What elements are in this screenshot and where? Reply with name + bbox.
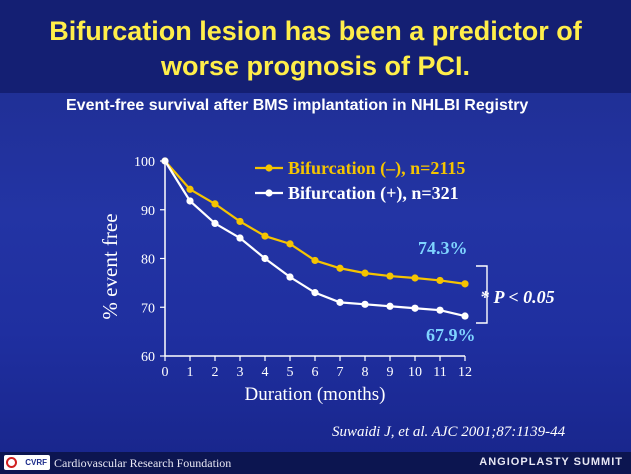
y-tick-label: 60 xyxy=(141,350,155,365)
series-2-point xyxy=(186,197,194,205)
y-tick-label: 70 xyxy=(141,301,155,316)
significance-bracket xyxy=(476,265,488,324)
series-1-point xyxy=(411,274,419,282)
chart-legend: Bifurcation (–), n=2115 Bifurcation (+), … xyxy=(255,158,465,204)
legend-entry: Bifurcation (+), n=321 xyxy=(288,183,459,204)
footer-event: ANGIOPLASTY SUMMIT xyxy=(479,456,623,468)
slide-title: Bifurcation lesion has been a predictor … xyxy=(0,14,631,84)
series-2-point xyxy=(286,273,294,281)
slide-title-line-1: Bifurcation lesion has been a predictor … xyxy=(49,16,582,46)
legend-swatch-marker xyxy=(265,189,273,197)
title-band: Bifurcation lesion has been a predictor … xyxy=(0,0,631,93)
chart-annotations: 74.3% 67.9%* P < 0.05 xyxy=(418,238,555,345)
series-2-point xyxy=(386,302,394,310)
y-tick-label: 100 xyxy=(134,155,155,170)
end-label-top: 74.3% xyxy=(418,238,468,258)
y-tick-label: 90 xyxy=(141,204,155,219)
x-axis-label: Duration (months) xyxy=(245,384,386,405)
legend-swatch-marker xyxy=(265,164,273,172)
end-label-bottom: 67.9% xyxy=(426,325,476,345)
series-1-point xyxy=(286,240,294,248)
x-tick-label: 11 xyxy=(433,365,446,380)
x-tick-label: 1 xyxy=(187,365,194,380)
cvrf-logo-icon xyxy=(6,457,17,468)
series-1-point xyxy=(311,256,319,265)
x-tick-label: 8 xyxy=(362,365,369,380)
x-tick-label: 5 xyxy=(287,365,294,380)
y-tick-label: 80 xyxy=(141,253,155,268)
x-tick-label: 0 xyxy=(162,365,169,380)
x-tick-label: 3 xyxy=(237,365,244,380)
series-line-1 xyxy=(164,160,466,285)
x-tick-label: 4 xyxy=(262,365,269,380)
series-2-point xyxy=(161,157,169,165)
cvrf-logo: CVRF xyxy=(4,455,50,470)
x-tick-label: 9 xyxy=(387,365,394,380)
series-1-point xyxy=(261,232,269,240)
series-1-point xyxy=(386,272,394,280)
series-2-point xyxy=(261,254,269,263)
cvrf-logo-text: CVRF xyxy=(25,458,47,467)
y-axis-label: % event free xyxy=(98,213,122,319)
series-2-point xyxy=(236,234,244,242)
chart-subtitle: Event-free survival after BMS implantati… xyxy=(66,97,529,114)
series-1-point xyxy=(461,280,469,288)
series-1-point xyxy=(361,269,369,277)
series-1-point xyxy=(236,217,244,226)
series-2-point xyxy=(336,298,344,306)
series-2-point xyxy=(436,306,444,314)
series-1-point xyxy=(186,185,194,193)
x-tick-label: 7 xyxy=(337,365,344,380)
x-tick-label: 10 xyxy=(408,365,422,380)
series-1-point xyxy=(211,200,219,208)
series-2-point xyxy=(211,219,219,227)
series-1-point xyxy=(336,264,344,272)
chart-series xyxy=(161,157,469,320)
series-1-point xyxy=(436,276,444,285)
slide-title-line-2: worse prognosis of PCI. xyxy=(160,51,471,81)
footer-organization: Cardiovascular Research Foundation xyxy=(54,456,232,470)
significance-label: * P < 0.05 xyxy=(480,287,555,307)
footer-bar xyxy=(0,452,631,474)
x-tick-label: 6 xyxy=(312,365,319,380)
series-2-point xyxy=(361,300,369,308)
series-2-point xyxy=(411,304,419,312)
x-tick-label: 12 xyxy=(458,365,472,380)
x-tick-label: 2 xyxy=(212,365,219,380)
citation: Suwaidi J, et al. AJC 2001;87:1139-44 xyxy=(332,424,566,440)
series-2-point xyxy=(311,289,319,297)
series-2-point xyxy=(461,312,469,320)
legend-entry: Bifurcation (–), n=2115 xyxy=(288,158,465,179)
